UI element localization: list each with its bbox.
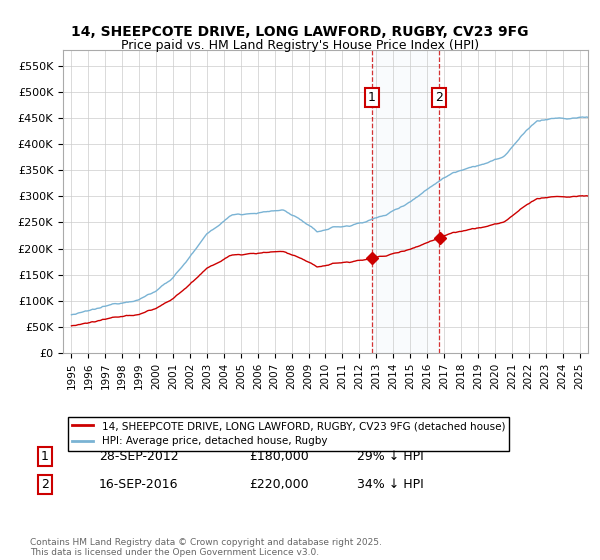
Text: 28-SEP-2012: 28-SEP-2012 — [99, 450, 179, 463]
Text: 14, SHEEPCOTE DRIVE, LONG LAWFORD, RUGBY, CV23 9FG: 14, SHEEPCOTE DRIVE, LONG LAWFORD, RUGBY… — [71, 25, 529, 39]
Text: 1: 1 — [368, 91, 376, 104]
Legend: 14, SHEEPCOTE DRIVE, LONG LAWFORD, RUGBY, CV23 9FG (detached house), HPI: Averag: 14, SHEEPCOTE DRIVE, LONG LAWFORD, RUGBY… — [68, 417, 509, 450]
Text: 1: 1 — [41, 450, 49, 463]
Text: £180,000: £180,000 — [249, 450, 309, 463]
Text: 16-SEP-2016: 16-SEP-2016 — [99, 478, 179, 491]
Bar — [372, 50, 439, 353]
Text: 2: 2 — [435, 91, 443, 104]
Text: 29% ↓ HPI: 29% ↓ HPI — [357, 450, 424, 463]
Text: Price paid vs. HM Land Registry's House Price Index (HPI): Price paid vs. HM Land Registry's House … — [121, 39, 479, 52]
Text: 34% ↓ HPI: 34% ↓ HPI — [357, 478, 424, 491]
Text: 2: 2 — [41, 478, 49, 491]
Text: £220,000: £220,000 — [249, 478, 308, 491]
Text: Contains HM Land Registry data © Crown copyright and database right 2025.
This d: Contains HM Land Registry data © Crown c… — [30, 538, 382, 557]
